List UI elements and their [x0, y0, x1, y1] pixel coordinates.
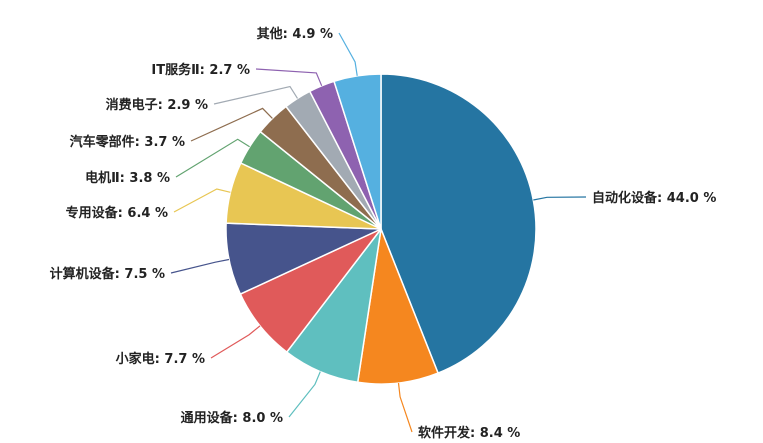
slice-label: 通用设备: 8.0 %: [181, 410, 283, 426]
leader-lines: [170, 32, 587, 433]
slice-label: IT服务Ⅱ: 2.7 %: [151, 62, 250, 78]
slice-label-category: 小家电: [116, 351, 155, 367]
slice-label: 消费电子: 2.9 %: [106, 97, 208, 113]
leader-line: [173, 188, 231, 213]
slice-label-value: 8.4 %: [480, 426, 521, 441]
pie-slice: [380, 73, 537, 375]
slice-label-category: 消费电子: [106, 97, 158, 113]
slice-label: 专用设备: 6.4 %: [66, 205, 168, 221]
leader-line: [288, 371, 321, 418]
slice-label: 电机Ⅱ: 3.8 %: [85, 170, 170, 186]
slice-labels: 自动化设备: 44.0 % 软件开发: 8.4 % 通用设备: 8.0 % 小家电: …: [50, 26, 717, 441]
slice-label-category: 自动化设备: [592, 190, 658, 206]
slice-label-value: 8.0 %: [242, 411, 283, 426]
leader-line: [175, 138, 250, 178]
slice-label-value: 6.4 %: [127, 206, 168, 221]
slice-label-value: 7.5 %: [124, 267, 165, 282]
slice-label-value: 44.0 %: [667, 191, 717, 206]
slice-label-value: 2.7 %: [209, 63, 250, 78]
slice-label: 自动化设备: 44.0 %: [592, 190, 716, 206]
slice-label-category: 软件开发: [418, 425, 471, 441]
slice-label-category: 计算机设备: [50, 266, 116, 282]
slice-label: 其他: 4.9 %: [257, 26, 333, 42]
pie-slice: [333, 73, 382, 230]
pie-slices: [225, 73, 537, 385]
slice-label-category: 通用设备: [181, 410, 234, 426]
slice-label-value: 3.8 %: [129, 171, 170, 186]
leader-line: [338, 32, 358, 76]
slice-label-category: 专用设备: [66, 205, 119, 221]
slice-label-value: 2.9 %: [167, 98, 208, 113]
slice-label: 计算机设备: 7.5 %: [50, 266, 165, 282]
slice-label-category: 电机Ⅱ: [85, 170, 120, 186]
leader-line: [213, 85, 299, 105]
slice-label-value: 3.7 %: [144, 135, 185, 150]
slice-label: 软件开发: 8.4 %: [418, 425, 520, 441]
slice-label-category: 汽车零部件: [70, 134, 135, 150]
leader-line: [397, 382, 413, 433]
slice-label: 小家电: 7.7 %: [116, 351, 205, 367]
leader-line: [210, 325, 261, 359]
leader-line: [170, 258, 230, 274]
slice-label: 汽车零部件: 3.7 %: [70, 134, 185, 150]
slice-label-category: IT服务Ⅱ: [151, 62, 199, 78]
slice-label-value: 7.7 %: [164, 352, 205, 367]
slice-label-category: 其他: [257, 26, 283, 42]
leader-line: [190, 107, 273, 142]
leader-line: [533, 196, 587, 201]
leader-line: [255, 68, 323, 87]
slice-label-value: 4.9 %: [292, 27, 333, 42]
